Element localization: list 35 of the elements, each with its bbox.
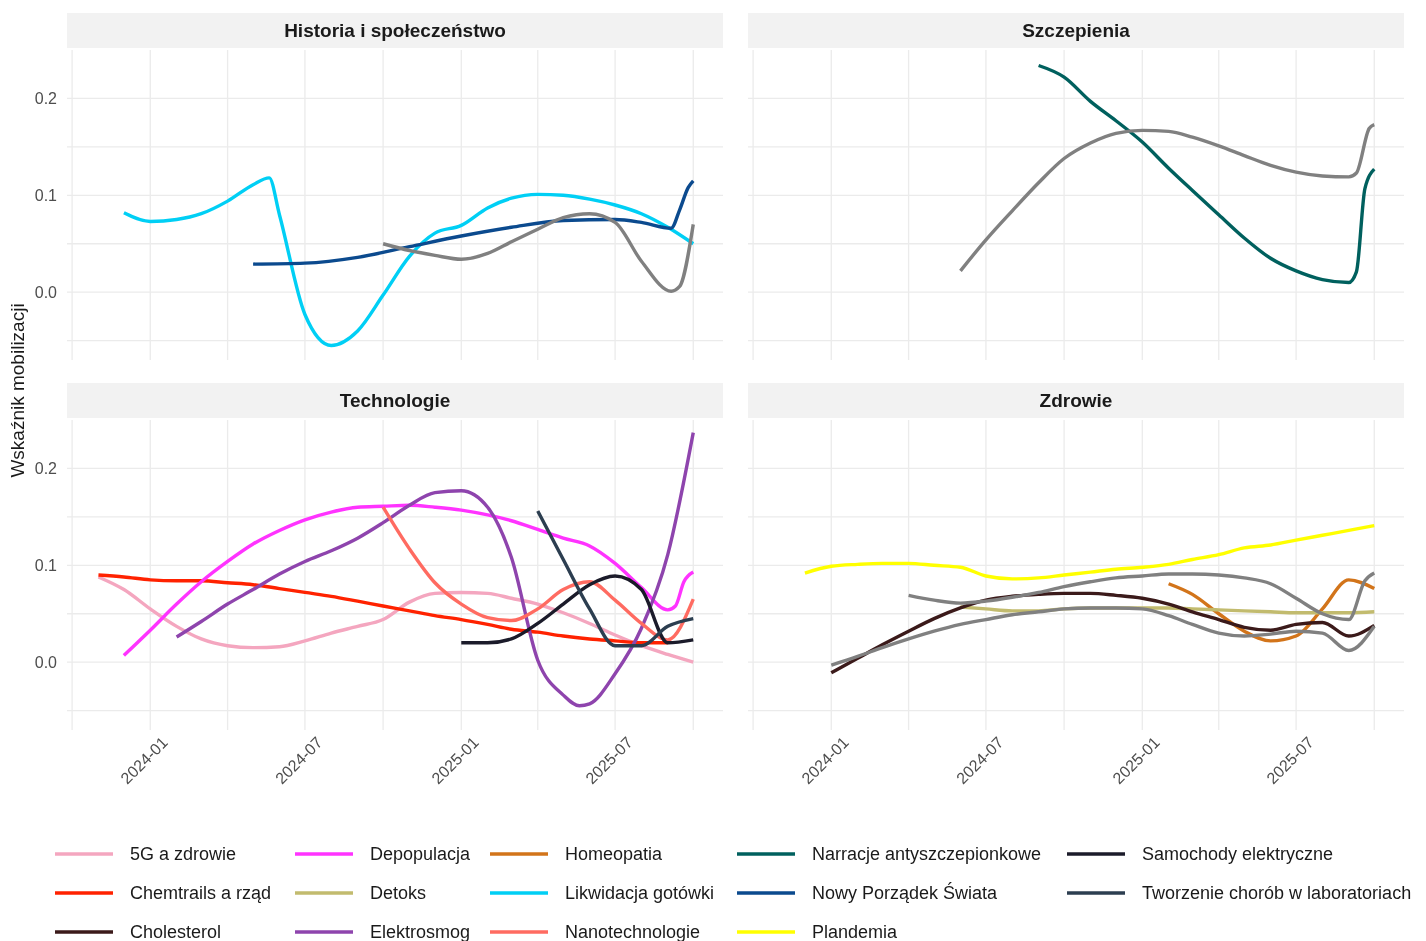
line-series [122, 176, 695, 348]
line-series [122, 503, 695, 658]
line-series [381, 212, 695, 293]
chart-title: Technologie [339, 389, 451, 411]
chart-title: Szczepienia [1022, 19, 1131, 41]
legend-label: 5G a zdrowie [130, 844, 237, 864]
line-series [96, 573, 670, 645]
legend-label: Depopulacja [370, 844, 472, 864]
line-series [174, 430, 695, 708]
legend-label: Cholesterol [130, 922, 222, 941]
line-series [381, 505, 695, 642]
legend-label: Tworzenie chorób w laboratoriach [1142, 883, 1412, 903]
legend-label: Nanotechnologie [565, 922, 701, 941]
y-tick-label: 0.2 [34, 90, 58, 108]
legend-label: Homeopatia [565, 844, 664, 864]
legend-label: Narracje antyszczepionkowe [812, 844, 1042, 864]
y-tick-label: 0.1 [34, 556, 58, 574]
legend-label: Detoks [370, 883, 427, 903]
line-series [536, 509, 695, 648]
y-tick-label: 0.0 [34, 283, 58, 301]
y-tick-label: 0.2 [34, 460, 58, 478]
legend-label: Plandemia [812, 922, 899, 941]
line-series [251, 179, 695, 266]
line-series [96, 575, 695, 664]
y-tick-label: 0.0 [34, 653, 58, 671]
legend-label: Nowy Porządek Świata [812, 882, 999, 903]
y-axis-title: Wskaźnik mobilizacji [7, 303, 28, 478]
y-tick-label: 0.1 [34, 186, 58, 204]
legend-label: Chemtrails a rząd [130, 883, 272, 903]
legend-label: Samochody elektryczne [1142, 844, 1334, 864]
line-series [459, 574, 695, 645]
chart-title: Historia i społeczeństwo [284, 19, 506, 41]
legend-label: Likwidacja gotówki [565, 883, 715, 903]
chart-title: Zdrowie [1039, 389, 1113, 411]
legend-label: Elektrosmog [370, 922, 471, 941]
